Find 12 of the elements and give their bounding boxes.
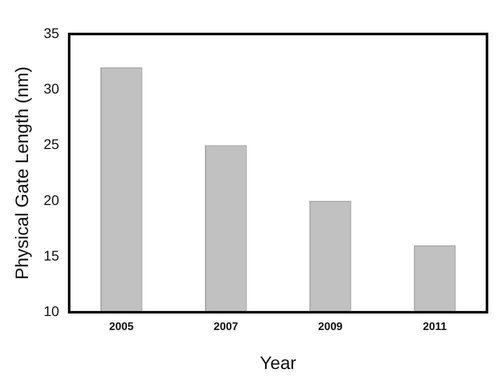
x-tick-label: 2011: [422, 320, 447, 333]
y-tick-label: 35: [44, 24, 60, 41]
y-tick-label: 15: [44, 247, 60, 264]
x-tick-label: 2005: [109, 320, 134, 333]
x-axis-title: Year: [260, 353, 296, 374]
y-tick-label: 30: [44, 80, 60, 96]
x-tick-label: 2007: [214, 320, 238, 333]
y-tick-label: 10: [44, 303, 60, 320]
y-tick-label: 25: [44, 136, 60, 152]
x-tick-label: 2009: [318, 320, 343, 333]
y-axis-title: Physical Gate Length (nm): [12, 66, 32, 280]
y-tick-label: 20: [44, 192, 60, 208]
